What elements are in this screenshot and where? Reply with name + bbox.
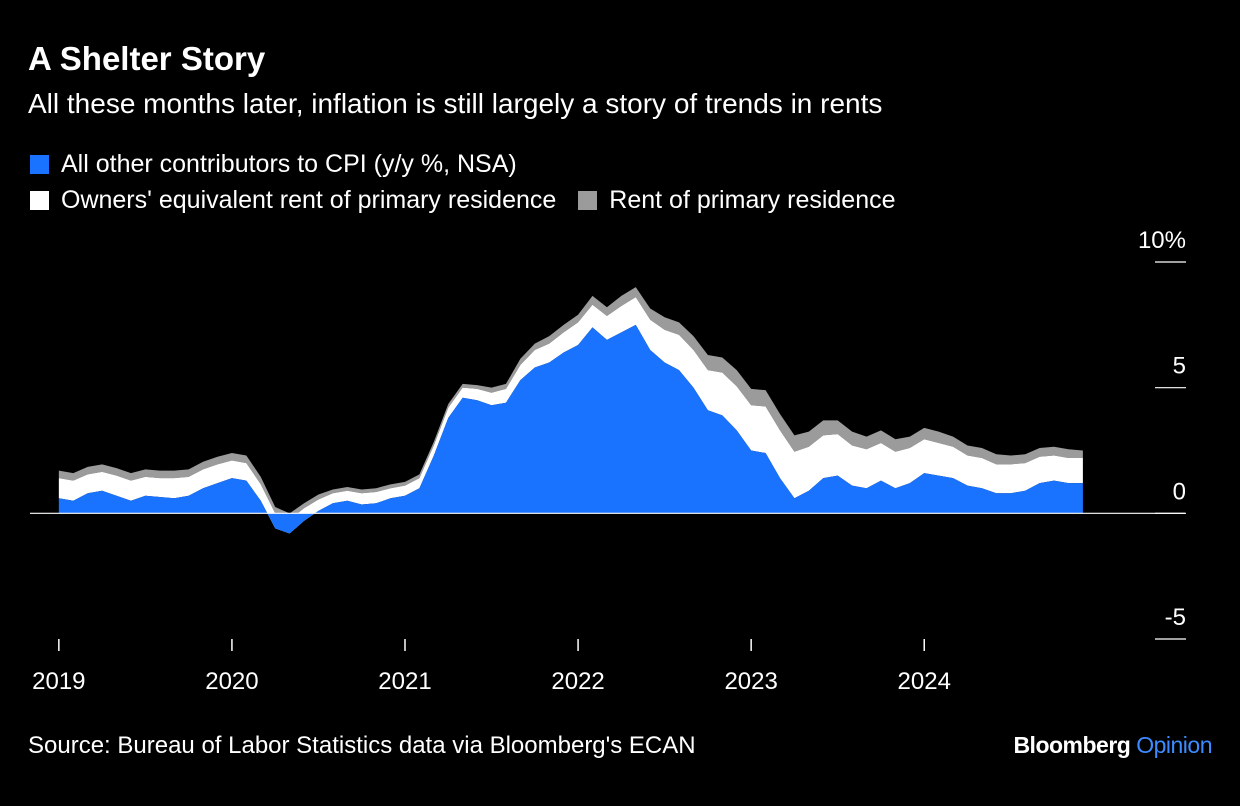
y-tick-label-3: -5 xyxy=(1165,604,1186,631)
brand-secondary: Opinion xyxy=(1136,732,1212,758)
y-tick-label-2: 0 xyxy=(1173,478,1186,505)
legend-row-2: Owners' equivalent rent of primary resid… xyxy=(30,186,918,215)
source-note: Source: Bureau of Labor Statistics data … xyxy=(28,732,696,759)
legend-item-oer: Owners' equivalent rent of primary resid… xyxy=(30,186,556,215)
chart-title: A Shelter Story xyxy=(28,40,266,77)
legend-swatch-other xyxy=(30,155,49,174)
legend-swatch-rent xyxy=(578,191,598,210)
chart-subtitle: All these months later, inflation is sti… xyxy=(28,88,883,119)
area-oer xyxy=(58,297,1083,534)
legend-label-oer: Owners' equivalent rent of primary resid… xyxy=(61,186,557,214)
x-tick-label-5: 2024 xyxy=(898,668,951,695)
x-tick-label-1: 2020 xyxy=(205,668,258,695)
area-other xyxy=(58,324,1083,534)
legend-label-rent: Rent of primary residence xyxy=(609,186,896,214)
legend-row-1: All other contributors to CPI (y/y %, NS… xyxy=(30,150,539,179)
legend-item-rent: Rent of primary residence xyxy=(578,186,896,215)
legend-swatch-oer xyxy=(30,191,49,210)
x-tick-label-0: 2019 xyxy=(32,668,85,695)
brand-primary: Bloomberg xyxy=(1013,732,1131,758)
x-tick-label-3: 2022 xyxy=(551,668,604,695)
y-tick-label-1: 5 xyxy=(1173,353,1186,380)
x-tick-label-2: 2021 xyxy=(378,668,431,695)
brand-logo: Bloomberg Opinion xyxy=(1013,732,1212,759)
x-tick-label-4: 2023 xyxy=(724,668,777,695)
legend-label-other: All other contributors to CPI (y/y %, NS… xyxy=(61,150,517,178)
legend-item-other: All other contributors to CPI (y/y %, NS… xyxy=(30,150,517,179)
y-tick-label-0: 10% xyxy=(1138,227,1186,254)
